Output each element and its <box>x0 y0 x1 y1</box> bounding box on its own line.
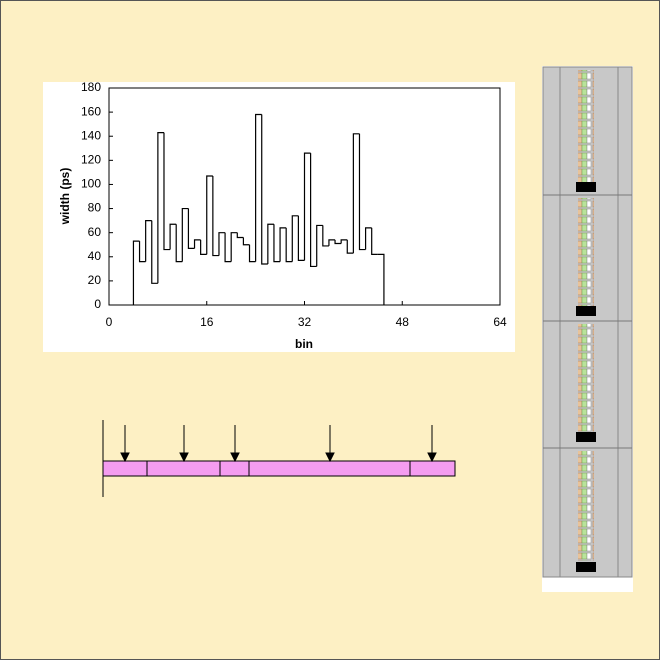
histogram-step <box>230 232 238 262</box>
histogram-step <box>218 232 226 256</box>
histogram-step <box>157 132 164 284</box>
y-axis-title: width (ps) <box>58 168 72 226</box>
histogram-step <box>169 223 177 250</box>
histogram-step <box>212 176 219 257</box>
y-tick-label: 60 <box>88 225 102 239</box>
histogram-step <box>322 225 329 247</box>
histogram-step <box>187 208 195 249</box>
histogram-step <box>151 220 158 284</box>
histogram-step <box>279 227 287 262</box>
histogram-step <box>377 253 385 305</box>
histogram-step <box>267 223 274 265</box>
y-tick-label: 100 <box>81 177 101 191</box>
cell-column <box>578 451 594 561</box>
y-tick-label: 20 <box>88 273 102 287</box>
histogram-step <box>346 239 354 254</box>
y-tick-label: 160 <box>81 104 101 118</box>
histogram-step <box>364 227 372 250</box>
histogram-step <box>285 227 293 263</box>
histogram-step <box>334 239 342 245</box>
histogram-step <box>200 239 207 255</box>
histogram-step <box>340 239 348 244</box>
x-tick-label: 16 <box>200 315 214 329</box>
histogram-step <box>273 224 281 263</box>
pad <box>576 562 596 572</box>
chip-layout <box>542 66 633 592</box>
y-tick-label: 180 <box>81 80 101 94</box>
timing-diagram <box>102 420 456 497</box>
histogram-step <box>352 133 360 254</box>
histogram-step <box>138 241 146 263</box>
histogram-step <box>261 114 268 265</box>
histogram-step <box>206 175 213 255</box>
cell-column <box>578 324 594 432</box>
x-tick-label: 0 <box>106 315 113 329</box>
x-tick-label: 48 <box>396 315 410 329</box>
histogram-step <box>255 113 262 262</box>
histogram-step <box>310 153 317 268</box>
pad <box>576 306 596 316</box>
histogram-step <box>248 244 256 263</box>
y-tick-label: 80 <box>88 201 102 215</box>
cell-column <box>578 70 594 182</box>
histogram-step <box>145 220 152 262</box>
histogram-step <box>303 152 311 261</box>
histogram-step <box>163 132 171 251</box>
histogram-step <box>193 239 201 249</box>
histogram-step <box>175 224 183 263</box>
histogram-step <box>316 224 323 267</box>
histogram-step <box>358 133 366 251</box>
pad <box>576 432 596 442</box>
histogram-step <box>132 240 140 305</box>
y-tick-label: 120 <box>81 153 101 167</box>
histogram-step <box>328 239 336 246</box>
chart-panel <box>43 82 515 352</box>
y-tick-label: 140 <box>81 128 101 142</box>
arrows <box>120 425 437 463</box>
x-tick-label: 32 <box>298 315 312 329</box>
histogram-step <box>242 237 250 246</box>
y-tick-label: 0 <box>94 297 101 311</box>
interval-bar <box>102 460 456 477</box>
histogram-step <box>291 215 299 262</box>
histogram-step <box>181 207 189 262</box>
histogram-step <box>236 232 244 239</box>
histogram-step <box>371 227 378 255</box>
y-tick-label: 40 <box>88 249 102 263</box>
x-axis-title: bin <box>295 337 313 351</box>
cell-column <box>578 198 594 306</box>
histogram-step <box>224 232 232 263</box>
histogram-step <box>297 215 305 261</box>
x-tick-label: 64 <box>493 315 507 329</box>
pad <box>576 182 596 192</box>
